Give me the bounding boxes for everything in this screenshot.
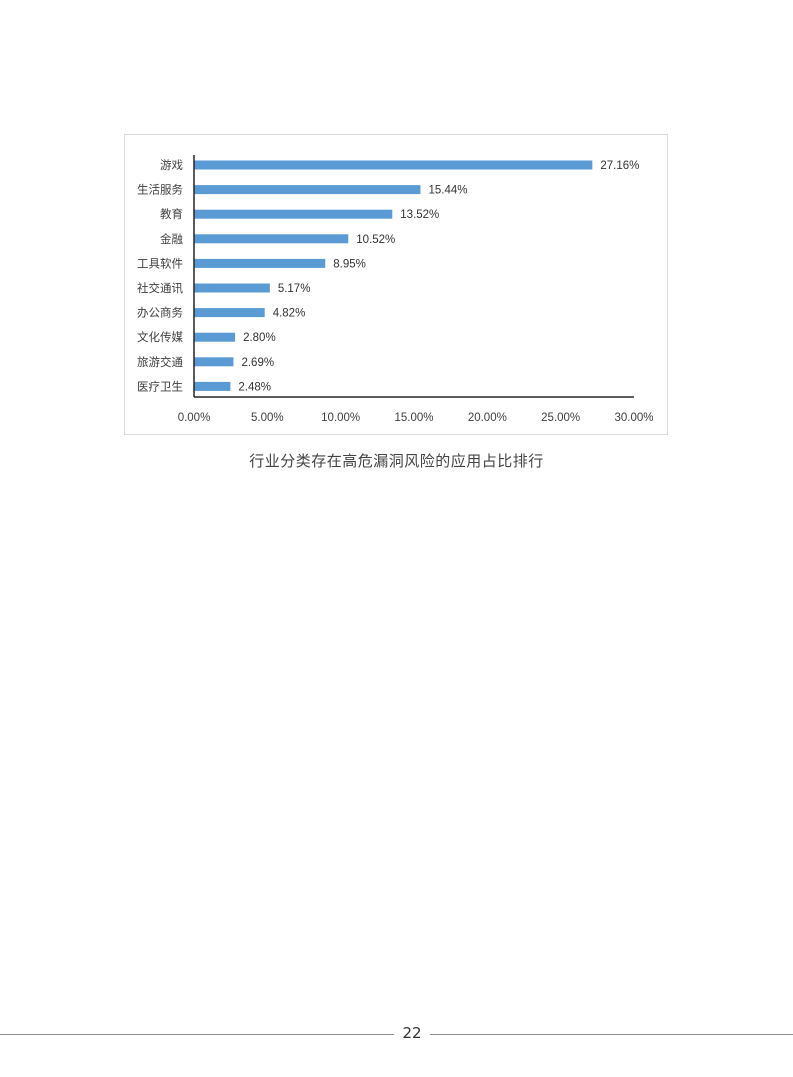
x-tick-label: 25.00% [541, 412, 580, 424]
bar [194, 357, 234, 367]
data-label: 5.17% [278, 283, 311, 295]
bar [194, 185, 421, 195]
bar [194, 381, 231, 391]
x-tick-label: 15.00% [394, 412, 433, 424]
category-label: 医疗卫生 [137, 379, 183, 393]
bar [194, 209, 393, 219]
x-tick-label: 5.00% [251, 412, 284, 424]
category-label: 工具软件 [137, 256, 183, 270]
data-label: 2.69% [241, 357, 274, 369]
data-label: 10.52% [356, 234, 395, 246]
bar [194, 308, 265, 318]
bar [194, 283, 270, 293]
bar [194, 160, 593, 170]
category-label: 教育 [160, 207, 183, 221]
data-label: 8.95% [333, 258, 366, 270]
category-label: 文化传媒 [137, 330, 183, 344]
bar-chart: 游戏 27.16% 生活服务 15.44% 教育 13.52% 金融 10.52% 工具软件 8.… [137, 155, 654, 424]
bar [194, 332, 236, 342]
chart-frame: 游戏 27.16% 生活服务 15.44% 教育 13.52% 金融 10.52% 工具软件 8.… [124, 134, 668, 435]
data-label: 2.48% [238, 381, 271, 393]
data-label: 2.80% [243, 332, 276, 344]
x-tick-label: 20.00% [468, 412, 507, 424]
page-number: 22 [402, 1024, 422, 1042]
x-tick-label: 30.00% [614, 412, 653, 424]
chart-caption: 行业分类存在高危漏洞风险的应用占比排行 [249, 452, 544, 470]
bar [194, 258, 326, 268]
bar [194, 234, 349, 244]
data-label: 4.82% [273, 308, 306, 320]
x-tick-label: 10.00% [321, 412, 360, 424]
x-tick-label: 0.00% [178, 412, 211, 424]
category-label: 金融 [160, 232, 183, 246]
data-label: 27.16% [600, 160, 639, 172]
category-label: 生活服务 [137, 183, 183, 197]
footer-divider-right [430, 1034, 793, 1035]
category-label: 办公商务 [137, 306, 183, 320]
category-label: 社交通讯 [137, 281, 183, 295]
data-label: 15.44% [428, 185, 467, 197]
category-label: 旅游交通 [137, 355, 183, 369]
data-label: 13.52% [400, 209, 439, 221]
footer-divider-left [0, 1034, 394, 1035]
category-label: 游戏 [160, 158, 183, 172]
